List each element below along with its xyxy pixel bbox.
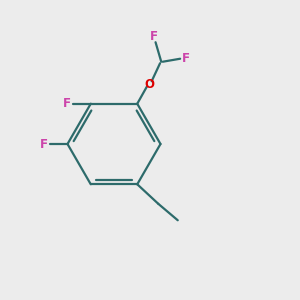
Text: F: F <box>182 52 190 65</box>
Text: O: O <box>144 78 154 91</box>
Text: F: F <box>150 30 158 43</box>
Text: F: F <box>40 137 47 151</box>
Text: F: F <box>63 97 71 110</box>
